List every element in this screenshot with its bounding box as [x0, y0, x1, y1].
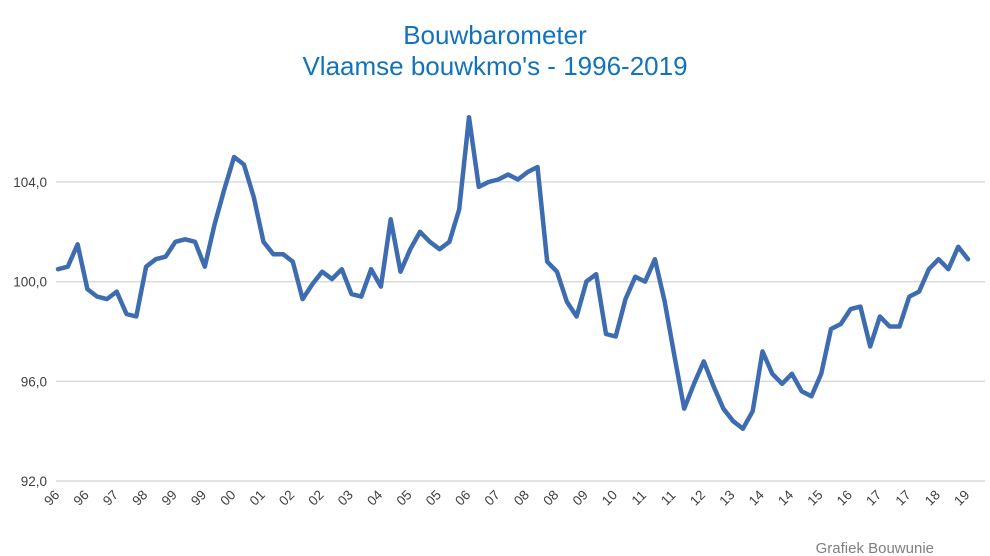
x-axis-tick-label: 01 — [247, 487, 268, 508]
x-axis-tick-label: 03 — [335, 487, 356, 508]
x-axis-tick-label: 02 — [305, 487, 326, 508]
x-axis-tick-label: 06 — [452, 487, 473, 508]
x-axis-tick-label: 14 — [775, 487, 797, 509]
data-line-bouwbarometer — [55, 114, 971, 431]
chart-title: Bouwbarometer Vlaamse bouwkmo's - 1996-2… — [0, 20, 990, 82]
x-axis-tick-label: 11 — [629, 488, 650, 509]
chart-title-line1: Bouwbarometer — [403, 20, 587, 50]
x-axis-tick-label: 17 — [863, 487, 884, 508]
x-axis-tick-label: 12 — [687, 487, 708, 508]
x-axis-tick-label: 18 — [922, 487, 943, 508]
x-axis-tick-label: 08 — [511, 487, 532, 508]
x-axis-tick-label: 99 — [188, 487, 209, 508]
x-axis-tick-label: 98 — [129, 487, 150, 508]
x-axis-tick-label: 09 — [570, 487, 591, 508]
x-axis-tick-label: 96 — [41, 487, 62, 508]
x-axis-tick-label: 97 — [100, 487, 121, 508]
x-axis-tick-label: 14 — [746, 487, 768, 509]
x-axis-tick-label: 11 — [658, 488, 679, 509]
x-axis-tick-label: 08 — [540, 487, 561, 508]
x-axis-tick-label: 17 — [892, 487, 913, 508]
x-axis-tick-label: 00 — [217, 487, 238, 508]
x-axis-tick-label: 99 — [159, 487, 180, 508]
y-axis-tick-label: 96,0 — [21, 374, 47, 389]
x-axis-tick-label: 05 — [423, 487, 444, 508]
x-axis-tick-label: 02 — [276, 487, 297, 508]
x-axis-tick-label: 96 — [71, 487, 92, 508]
x-axis-tick-label: 04 — [364, 487, 386, 509]
y-axis-tick-label: 100,0 — [13, 275, 47, 290]
chart-title-line2: Vlaamse bouwkmo's - 1996-2019 — [302, 51, 688, 81]
x-axis-tick-label: 19 — [951, 487, 972, 508]
y-axis-tick-label: 92,0 — [21, 474, 47, 489]
x-axis-tick-label: 13 — [716, 487, 737, 508]
x-axis-tick-label: 05 — [393, 487, 414, 508]
x-axis-tick-label: 07 — [482, 487, 503, 508]
x-axis-tick-label: 10 — [599, 487, 620, 508]
x-axis-tick-label: 16 — [834, 487, 855, 508]
chart-attribution: Grafiek Bouwunie — [815, 540, 934, 556]
y-axis-tick-label: 104,0 — [13, 175, 47, 190]
x-axis-tick-label: 15 — [804, 487, 825, 508]
